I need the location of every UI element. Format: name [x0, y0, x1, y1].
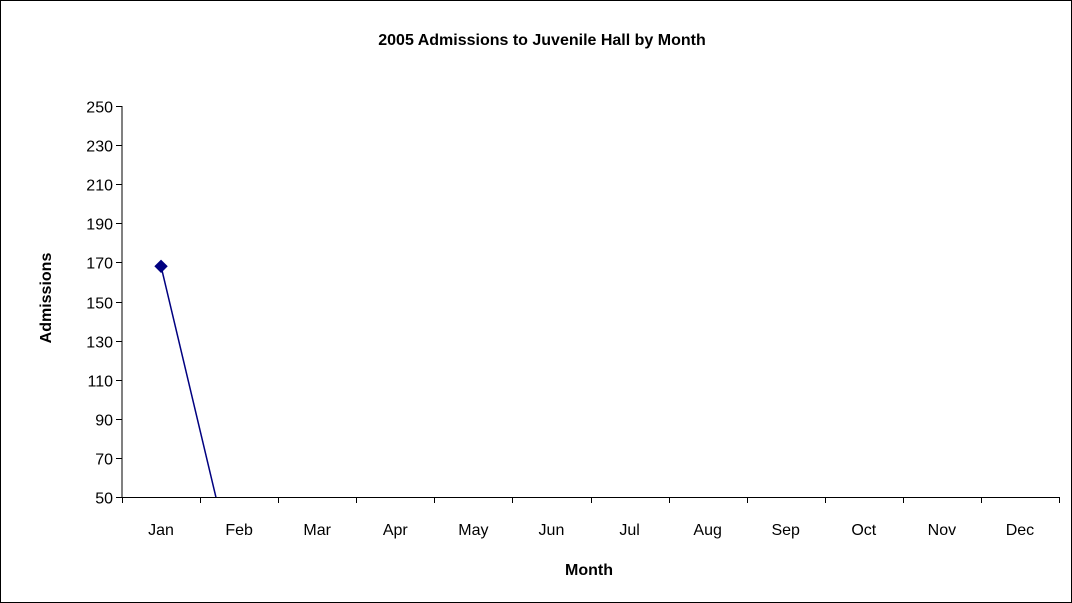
y-tick-label: 210: [86, 178, 113, 195]
x-tick-label: Dec: [1006, 522, 1034, 539]
chart-title: 2005 Admissions to Juvenile Hall by Mont…: [378, 32, 705, 49]
y-tick-label: 170: [86, 256, 113, 273]
data-point-marker: [154, 259, 168, 274]
x-tick-label: Jun: [539, 522, 565, 539]
series-line: [160, 266, 217, 497]
x-tick-label: Aug: [693, 522, 721, 539]
x-axis-title: Month: [565, 562, 613, 579]
y-tick-label: 190: [86, 217, 113, 234]
x-tick-label: Jul: [619, 522, 639, 539]
y-tick-label: 50: [95, 491, 113, 508]
y-tick-label: 70: [95, 452, 113, 469]
y-tick-label: 130: [86, 335, 113, 352]
y-tick-label: 90: [95, 413, 113, 430]
x-tick-label: Mar: [303, 522, 331, 539]
y-tick-label: 150: [86, 296, 113, 313]
y-tick-label: 110: [87, 374, 113, 391]
y-axis-title: Admissions: [38, 253, 55, 344]
x-tick-label: Feb: [225, 522, 253, 539]
x-tick-label: Apr: [383, 522, 409, 539]
y-tick-label: 230: [86, 139, 113, 156]
x-tick-label: Nov: [928, 522, 956, 539]
x-tick-label: May: [458, 522, 488, 539]
y-tick-label: 250: [86, 100, 113, 117]
series-group: [154, 259, 217, 497]
y-axis: 250 230 210 190 170 150 130 110 90 70 50: [86, 100, 123, 508]
x-tick-label: Oct: [851, 522, 876, 539]
x-axis: Jan Feb Mar Apr May Jun Jul Aug Sep Oct Nov Dec: [122, 497, 1060, 539]
x-tick-label: Sep: [771, 522, 800, 539]
x-tick-label: Jan: [148, 522, 174, 539]
